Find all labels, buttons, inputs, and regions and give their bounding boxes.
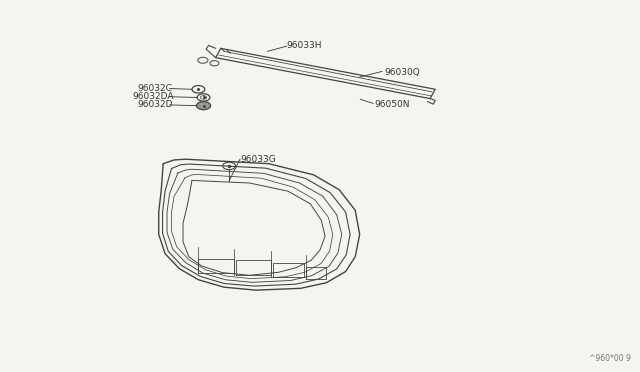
Text: 96033H: 96033H [287,41,322,50]
Text: 96033G: 96033G [240,155,276,164]
Text: 96032C: 96032C [138,84,172,93]
Text: 96032D: 96032D [138,100,173,109]
Text: 96032DA: 96032DA [132,92,174,101]
Text: ^960*00 9: ^960*00 9 [589,354,630,363]
Text: 96050N: 96050N [374,100,410,109]
Circle shape [196,102,211,110]
Text: 96030Q: 96030Q [384,68,420,77]
